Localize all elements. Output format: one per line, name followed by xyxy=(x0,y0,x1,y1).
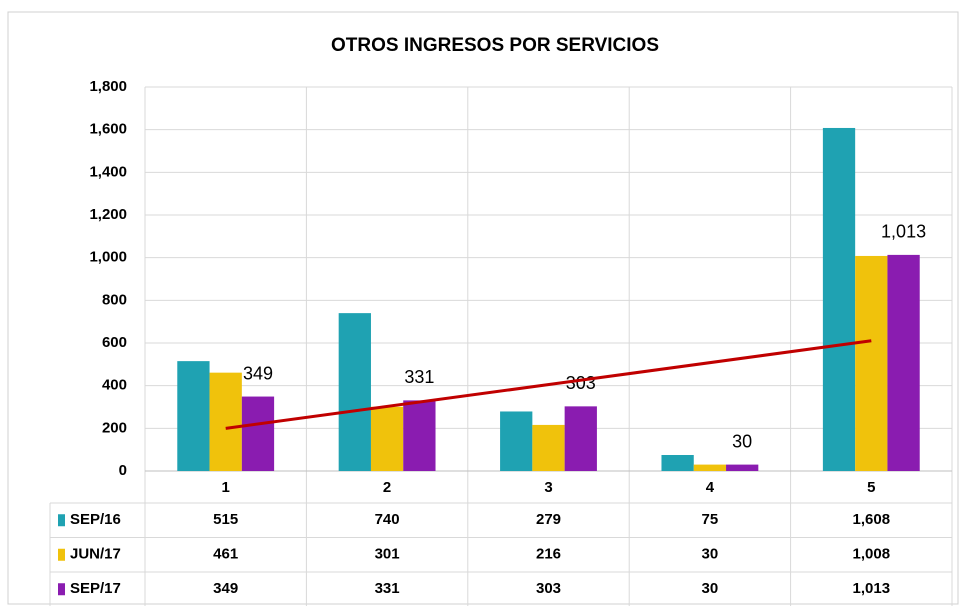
y-tick-label: 400 xyxy=(102,377,127,394)
y-tick-label: 0 xyxy=(119,462,127,479)
chart-title: OTROS INGRESOS POR SERVICIOS xyxy=(331,35,659,56)
table-cell: 349 xyxy=(213,580,238,597)
table-cell: 216 xyxy=(536,546,561,563)
legend-label: JUN/17 xyxy=(70,546,121,563)
legend-key xyxy=(58,514,65,527)
y-tick-label: 1,400 xyxy=(89,163,127,180)
x-tick-label: 3 xyxy=(544,479,552,496)
data-label: 331 xyxy=(404,367,434,387)
bar xyxy=(500,411,533,471)
table-cell: 740 xyxy=(375,511,400,528)
data-label: 349 xyxy=(243,363,273,383)
y-tick-label: 1,000 xyxy=(89,249,127,266)
data-label: 1,013 xyxy=(881,222,926,242)
bar xyxy=(726,464,759,471)
y-tick-label: 1,200 xyxy=(89,206,127,223)
bar xyxy=(403,400,436,471)
table-cell: 30 xyxy=(702,580,719,597)
bar xyxy=(177,361,210,471)
y-tick-label: 200 xyxy=(102,419,127,436)
table-cell: 30 xyxy=(702,546,719,563)
y-tick-label: 800 xyxy=(102,291,127,308)
table-cell: 1,008 xyxy=(853,546,891,563)
table-cell: 1,013 xyxy=(853,580,891,597)
table-cell: 331 xyxy=(375,580,400,597)
bar xyxy=(564,406,597,471)
legend-label: SEP/16 xyxy=(70,511,121,528)
x-tick-label: 2 xyxy=(383,479,391,496)
bar xyxy=(887,254,920,471)
y-tick-label: 600 xyxy=(102,334,127,351)
legend-label: SEP/17 xyxy=(70,580,121,597)
bar xyxy=(693,464,727,471)
bar xyxy=(855,255,888,471)
legend-key xyxy=(58,548,65,561)
table-cell: 461 xyxy=(213,546,238,563)
bar xyxy=(661,455,694,471)
bar xyxy=(822,127,856,472)
table-cell: 75 xyxy=(702,511,719,528)
trendline xyxy=(225,339,872,430)
bar xyxy=(338,313,371,471)
table-cell: 515 xyxy=(213,511,238,528)
table-cell: 279 xyxy=(536,511,561,528)
chart-border xyxy=(7,11,959,605)
bar xyxy=(241,396,275,471)
y-tick-label: 1,800 xyxy=(89,78,127,95)
table-cell: 301 xyxy=(375,546,400,563)
table-cell: 303 xyxy=(536,580,561,597)
data-label: 30 xyxy=(732,431,752,451)
legend-key xyxy=(58,583,65,596)
table-cell: 1,608 xyxy=(853,511,891,528)
bar xyxy=(209,372,242,471)
x-tick-label: 1 xyxy=(222,479,230,496)
bar xyxy=(532,424,565,471)
bar xyxy=(370,406,404,471)
x-tick-label: 4 xyxy=(706,479,715,496)
y-tick-label: 1,600 xyxy=(89,121,127,138)
x-tick-label: 5 xyxy=(867,479,875,496)
